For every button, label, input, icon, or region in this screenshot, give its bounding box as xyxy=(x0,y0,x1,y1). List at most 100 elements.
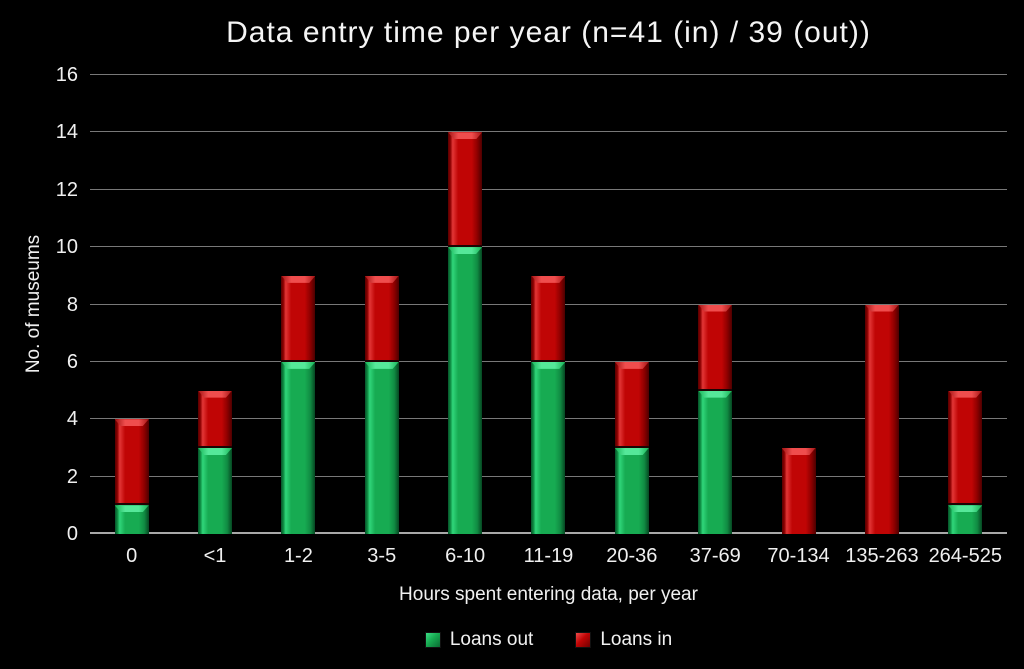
bar-bevel-highlight xyxy=(114,505,149,513)
bar-segment-loans-in xyxy=(698,304,733,391)
bar-segment-loans-out xyxy=(114,505,149,534)
bar-segment-loans-out xyxy=(364,361,399,534)
bar-segment-loans-in xyxy=(198,390,233,448)
y-tick-label: 12 xyxy=(55,178,78,201)
bar-264-525 xyxy=(948,75,983,534)
bar-bevel-highlight xyxy=(281,275,316,283)
bar-segment-loans-out xyxy=(531,361,566,534)
bar-bevel-highlight xyxy=(448,132,483,140)
y-tick-label: 8 xyxy=(66,293,78,316)
bar-3-5 xyxy=(364,75,399,534)
bar-segment-loans-out xyxy=(698,390,733,534)
legend-swatch xyxy=(424,632,441,648)
bar-segment-loans-out xyxy=(198,447,233,534)
plot-columns xyxy=(90,75,1007,534)
y-tick-label: 6 xyxy=(66,350,78,373)
bar-0 xyxy=(114,75,149,534)
legend: Loans out Loans in xyxy=(90,629,1007,651)
gridline xyxy=(90,74,1007,75)
bar-bevel-highlight xyxy=(948,505,983,513)
bar-segment-loans-in xyxy=(864,304,899,534)
bar-segment-loans-out xyxy=(948,505,983,534)
plot-column xyxy=(674,75,757,534)
plot-column xyxy=(590,75,673,534)
plot-area xyxy=(90,74,1007,534)
bar-bevel-highlight xyxy=(198,390,233,398)
x-tick-label: 70-134 xyxy=(767,545,830,567)
bar-1-2 xyxy=(281,75,316,534)
bar-bevel-highlight xyxy=(281,361,316,369)
bar-37-69 xyxy=(698,75,733,534)
legend-label: Loans in xyxy=(600,629,673,650)
x-tick-label: 37-69 xyxy=(689,545,741,567)
bar-bevel-highlight xyxy=(448,247,483,255)
plot-column xyxy=(423,75,506,534)
bar-bevel-highlight xyxy=(698,390,733,398)
bar-bevel-highlight xyxy=(114,419,149,427)
chart-title: Data entry time per year (n=41 (in) / 39… xyxy=(226,16,871,49)
bar-segment-loans-in xyxy=(531,275,566,362)
bar-segment-loans-in xyxy=(448,132,483,248)
bar-70-134 xyxy=(781,75,816,534)
bar-bevel-highlight xyxy=(614,361,649,369)
bar-segment-loans-in xyxy=(614,361,649,448)
x-axis-title: Hours spent entering data, per year xyxy=(399,584,698,605)
x-tick-label: 264-525 xyxy=(928,545,1002,567)
plot-column xyxy=(90,75,173,534)
plot-column xyxy=(340,75,423,534)
legend-swatch xyxy=(575,632,592,648)
y-tick-label: 14 xyxy=(55,121,78,144)
legend-item-loans-out: Loans out xyxy=(424,629,534,651)
x-axis-labels: 0 <1 1-2 3-5 6-10 11-19 20-36 37-69 70-134 135-26… xyxy=(90,545,1007,568)
bar-segment-loans-in xyxy=(948,390,983,506)
bar-6-10 xyxy=(448,75,483,534)
bar-segment-loans-in xyxy=(114,419,149,506)
bar-20-36 xyxy=(614,75,649,534)
bar-bevel-highlight xyxy=(948,390,983,398)
bar-bevel-highlight xyxy=(698,304,733,312)
plot-column xyxy=(173,75,256,534)
plot-column xyxy=(840,75,923,534)
plot-column xyxy=(507,75,590,534)
plot-column xyxy=(757,75,840,534)
y-tick-label: 10 xyxy=(55,236,78,259)
y-axis-labels: 0 2 4 6 8 10 12 14 16 xyxy=(0,65,78,544)
bar-segment-loans-out xyxy=(281,361,316,534)
x-tick-label: 6-10 xyxy=(445,545,486,567)
x-tick-label: 11-19 xyxy=(523,545,574,567)
y-tick-label: 0 xyxy=(66,523,78,545)
plot-column xyxy=(257,75,340,534)
y-tick-label: 4 xyxy=(66,408,78,431)
bar-segment-loans-in xyxy=(281,275,316,362)
x-tick-label: 0 xyxy=(126,545,138,567)
bar-bevel-highlight xyxy=(364,361,399,369)
bar-segment-loans-in xyxy=(364,275,399,362)
legend-label: Loans out xyxy=(449,629,534,650)
y-tick-label: 16 xyxy=(55,64,78,86)
bar-bevel-highlight xyxy=(364,275,399,283)
x-tick-label: 20-36 xyxy=(606,545,658,567)
bar-segment-loans-out xyxy=(614,447,649,534)
x-tick-label: 135-263 xyxy=(845,545,919,567)
bar-bevel-highlight xyxy=(531,275,566,283)
gridline xyxy=(90,246,1007,248)
plot-column xyxy=(924,75,1007,534)
x-tick-label: <1 xyxy=(203,545,227,567)
bar-bevel-highlight xyxy=(531,361,566,369)
bar-11-19 xyxy=(531,75,566,534)
bar-<1 xyxy=(198,75,233,534)
bar-bevel-highlight xyxy=(198,447,233,455)
bar-bevel-highlight xyxy=(614,447,649,455)
gridline xyxy=(90,188,1007,190)
bar-135-263 xyxy=(864,75,899,534)
bar-segment-loans-in xyxy=(781,447,816,534)
y-tick-label: 2 xyxy=(66,465,78,488)
gridline xyxy=(90,131,1007,133)
bar-bevel-highlight xyxy=(864,304,899,312)
x-tick-label: 3-5 xyxy=(367,545,397,567)
legend-item-loans-in: Loans in xyxy=(575,629,672,651)
x-tick-label: 1-2 xyxy=(283,545,313,567)
bar-bevel-highlight xyxy=(781,447,816,455)
bar-segment-loans-out xyxy=(448,247,483,534)
